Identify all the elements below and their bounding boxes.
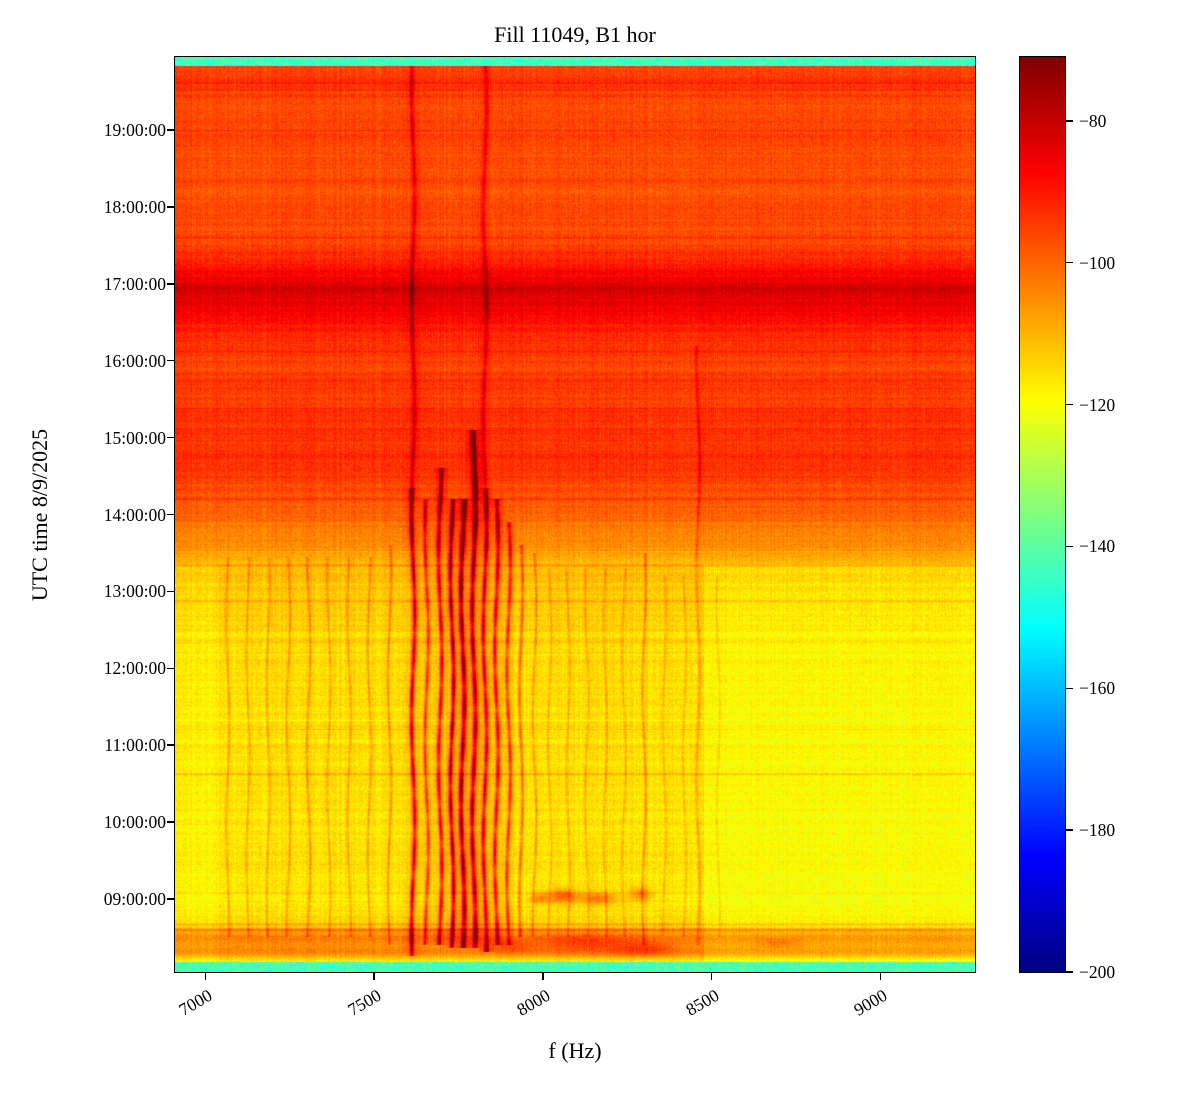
colorbar-tick-mark: [1065, 971, 1073, 973]
colorbar-tick-label: −140: [1079, 536, 1116, 557]
colorbar-tick-mark: [1065, 829, 1073, 831]
colorbar-tick-mark: [1065, 403, 1073, 406]
colorbar-tick-label: −80: [1079, 110, 1107, 131]
x-tick-mark: [879, 972, 882, 980]
colorbar-tick-label: −100: [1079, 252, 1116, 273]
colorbar-tick-label: −200: [1079, 962, 1116, 982]
colorbar-tick-mark: [1065, 120, 1073, 122]
spectrogram-heatmap: [174, 56, 976, 973]
y-axis-label-wrap: UTC time 8/9/2025: [0, 57, 80, 972]
chart-title: Fill 11049, B1 hor: [494, 22, 656, 47]
x-tick-mark: [373, 972, 375, 980]
x-tick-mark: [542, 972, 544, 980]
x-tick-mark: [710, 972, 713, 980]
x-axis-label: f (Hz): [548, 1038, 602, 1063]
colorbar-tick-mark: [1065, 261, 1073, 264]
y-axis-label: UTC time 8/9/2025: [27, 428, 53, 601]
colorbar-tick-mark: [1065, 687, 1073, 690]
x-tick-mark: [204, 972, 207, 980]
colorbar-tick-label: −180: [1079, 820, 1116, 841]
colorbar-tick-label: −160: [1079, 678, 1116, 699]
colorbar-tick-label: −120: [1079, 394, 1116, 415]
colorbar-tick-mark: [1065, 545, 1073, 548]
colorbar: [1019, 56, 1066, 973]
